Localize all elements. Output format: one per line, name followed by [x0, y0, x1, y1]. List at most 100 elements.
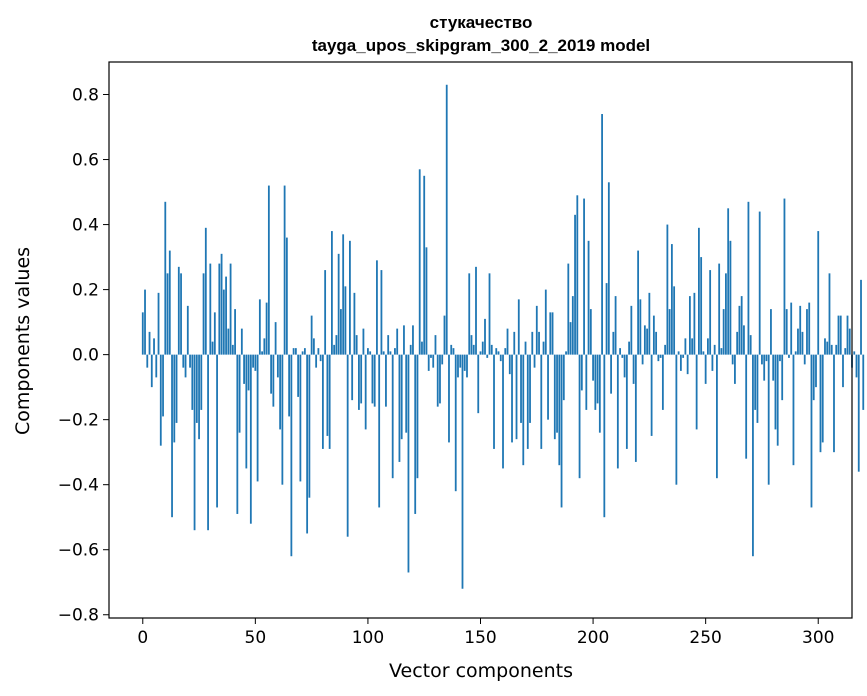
- bar-66: [290, 354, 293, 557]
- bar-152: [484, 318, 486, 355]
- bar-151: [481, 341, 484, 355]
- bar-136: [448, 354, 450, 443]
- bar-32: [213, 312, 216, 355]
- bar-302: [821, 354, 824, 443]
- bar-287: [788, 354, 790, 358]
- bar-186: [560, 354, 563, 508]
- bar-272: [754, 354, 757, 410]
- bar-282: [776, 354, 779, 446]
- bar-127: [427, 354, 430, 371]
- bar-201: [594, 354, 597, 410]
- bar-261: [729, 240, 732, 355]
- bar-124: [421, 341, 423, 355]
- bar-145: [468, 273, 471, 355]
- bar-269: [747, 201, 750, 355]
- bar-295: [806, 309, 808, 355]
- bar-80: [321, 354, 324, 449]
- bar-224: [646, 328, 649, 355]
- bar-74: [308, 354, 311, 498]
- x-tick-label: 50: [245, 628, 267, 648]
- bar-263: [734, 354, 736, 384]
- bar-234: [668, 309, 671, 355]
- bar-129: [432, 354, 435, 368]
- bar-6: [155, 354, 158, 378]
- bar-179: [544, 289, 547, 355]
- bar-109: [387, 335, 390, 355]
- bar-148: [475, 266, 477, 355]
- bar-193: [576, 195, 579, 355]
- bar-206: [605, 283, 608, 355]
- bar-110: [389, 351, 392, 355]
- bar-95: [355, 335, 358, 355]
- bar-275: [761, 354, 763, 365]
- bar-279: [770, 309, 772, 355]
- bar-149: [477, 354, 480, 414]
- bar-313: [846, 315, 849, 355]
- bar-60: [276, 354, 279, 378]
- bar-159: [499, 354, 502, 362]
- bar-78: [317, 348, 320, 355]
- bar-94: [353, 292, 356, 355]
- bar-131: [436, 354, 439, 407]
- bar-164: [511, 354, 513, 443]
- bar-293: [801, 331, 804, 355]
- bar-147: [472, 344, 475, 355]
- bar-309: [837, 315, 840, 355]
- bar-162: [506, 328, 509, 355]
- bar-276: [763, 354, 766, 381]
- bar-213: [621, 354, 624, 358]
- y-axis-label: Components values: [12, 247, 34, 435]
- bar-36: [222, 289, 225, 355]
- bar-93: [351, 354, 354, 401]
- bar-208: [610, 354, 612, 394]
- bar-176: [538, 331, 540, 355]
- bar-72: [303, 348, 306, 355]
- bar-126: [425, 247, 428, 355]
- bar-265: [738, 305, 741, 355]
- bar-170: [524, 341, 527, 355]
- bar-167: [517, 299, 520, 355]
- bar-284: [781, 354, 784, 401]
- bar-183: [553, 354, 556, 440]
- x-axis-label: Vector components: [389, 660, 573, 682]
- bar-253: [711, 354, 714, 371]
- bar-305: [828, 273, 831, 355]
- x-tick-label: 250: [689, 628, 721, 648]
- bar-34: [218, 263, 221, 355]
- bar-68: [294, 348, 297, 355]
- bar-185: [558, 354, 561, 466]
- bar-2: [146, 354, 149, 368]
- bar-29: [207, 354, 209, 531]
- bar-168: [520, 354, 522, 423]
- bar-62: [281, 354, 284, 485]
- bar-228: [655, 331, 658, 355]
- bar-118: [407, 354, 410, 573]
- bar-256: [718, 263, 721, 355]
- bar-217: [630, 305, 633, 355]
- bar-112: [394, 348, 396, 355]
- bar-278: [767, 354, 770, 485]
- y-tick-label: −0.6: [58, 541, 99, 561]
- bar-174: [533, 354, 536, 368]
- bar-283: [779, 354, 781, 362]
- bar-166: [515, 354, 518, 440]
- bar-310: [839, 315, 842, 355]
- bar-281: [774, 354, 777, 430]
- bar-190: [569, 322, 572, 355]
- bar-103: [373, 354, 376, 407]
- bar-296: [808, 302, 811, 355]
- bar-22: [191, 354, 194, 410]
- bar-218: [632, 354, 635, 384]
- bar-244: [691, 338, 694, 355]
- bar-202: [596, 354, 599, 404]
- bar-280: [772, 354, 775, 381]
- bar-59: [274, 322, 277, 355]
- bar-77: [315, 354, 318, 368]
- bar-223: [643, 325, 646, 355]
- bar-209: [612, 331, 615, 355]
- bar-58: [272, 354, 275, 407]
- bar-141: [459, 354, 462, 368]
- y-tick-label: 0.8: [72, 86, 99, 106]
- bar-316: [853, 351, 856, 355]
